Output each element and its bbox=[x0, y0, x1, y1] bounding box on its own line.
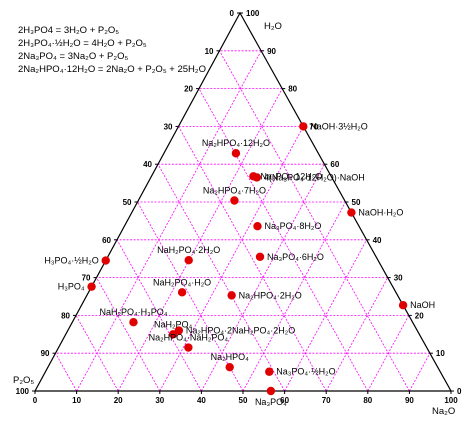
tick-label-left-100: 100 bbox=[16, 387, 30, 396]
point-label-3: H₃PO₄·½H₂O bbox=[44, 256, 98, 266]
data-point-1 bbox=[347, 208, 356, 217]
point-label-14: NaH₂PO₄·H₃PO₄ bbox=[99, 307, 167, 317]
tick-label-bottom-100: 100 bbox=[444, 396, 458, 405]
data-point-3 bbox=[101, 256, 110, 265]
tick-label-left-40: 40 bbox=[143, 160, 152, 169]
tick-label-left-70: 70 bbox=[82, 274, 91, 283]
grid-line-na2o-90 bbox=[409, 353, 431, 392]
point-label-0: NaOH·3½H₂O bbox=[310, 121, 368, 131]
tick-label-right-80: 80 bbox=[288, 85, 297, 94]
grid-line-p2o5-60 bbox=[116, 239, 202, 392]
tick-label-right-0: 0 bbox=[457, 387, 462, 396]
point-label-8: Na₂HPO₄·7H₂O bbox=[203, 185, 266, 195]
compound-labels: NaOH·3½H₂O NaOH·H₂O NaOH H₃PO₄·½H₂O H₃PO₄ Na₂… bbox=[44, 121, 435, 407]
tick-label-right-10: 10 bbox=[436, 349, 445, 358]
grid-line-na2o-80 bbox=[367, 315, 410, 392]
grid-line-p2o5-80 bbox=[75, 315, 119, 392]
point-label-12: NaH₂PO₄·H₂O bbox=[153, 277, 211, 287]
tick-label-left-10: 10 bbox=[205, 47, 214, 56]
data-point-5 bbox=[231, 149, 241, 158]
equation-2: 2H₃PO₄·½H₂O = 4H₂O + P₂O₅ bbox=[18, 38, 147, 49]
tick-label-bottom-70: 70 bbox=[322, 396, 331, 405]
point-label-2: NaOH bbox=[410, 300, 435, 310]
data-point-16 bbox=[168, 330, 178, 339]
data-point-2 bbox=[398, 300, 408, 310]
tick-label-left-30: 30 bbox=[164, 122, 173, 131]
grid-line-na2o-30 bbox=[159, 126, 304, 392]
tick-label-right-40: 40 bbox=[373, 236, 382, 245]
data-point-13 bbox=[227, 291, 236, 300]
data-point-20 bbox=[266, 386, 276, 396]
point-label-11: NaH₂PO₄·2H₂O bbox=[157, 245, 220, 255]
tick-label-bottom-20: 20 bbox=[114, 396, 123, 405]
point-label-5: Na₂HPO₄·12H₂O bbox=[202, 138, 270, 148]
tick-label-right-50: 50 bbox=[352, 198, 361, 207]
tick-label-right-20: 20 bbox=[415, 311, 424, 320]
vertex-label-na2o: Na₂O bbox=[432, 406, 455, 417]
tick-label-bottom-90: 90 bbox=[405, 396, 414, 405]
grid-line-p2o5-70 bbox=[96, 277, 161, 392]
data-point-4 bbox=[87, 282, 96, 291]
tick-label-bottom-40: 40 bbox=[197, 396, 206, 405]
tick-label-left-0: 0 bbox=[230, 9, 235, 18]
data-point-0 bbox=[299, 122, 308, 131]
data-point-8 bbox=[230, 196, 239, 205]
point-label-10: Na₃PO₄·6H₂O bbox=[267, 252, 324, 262]
point-label-1: NaOH·H₂O bbox=[358, 208, 403, 218]
grid-line-p2o5-10 bbox=[219, 50, 410, 392]
grid-line-na2o-60 bbox=[284, 239, 367, 392]
data-point-12 bbox=[177, 288, 187, 297]
point-label-19: Na₃PO₄·½H₂O bbox=[276, 367, 335, 377]
data-point-14 bbox=[129, 318, 138, 327]
grid-line-p2o5-30 bbox=[178, 126, 327, 392]
tick-label-left-50: 50 bbox=[123, 198, 132, 207]
grid-line-p2o5-50 bbox=[137, 201, 244, 392]
data-point-11 bbox=[184, 256, 193, 265]
tick-label-right-100: 100 bbox=[246, 9, 260, 18]
data-point-7 bbox=[252, 173, 262, 182]
tick-label-left-90: 90 bbox=[41, 349, 50, 358]
equation-4: 2Na₂HPO₄·12H₂O = 2Na₂O + P₂O₅ + 25H₂O bbox=[18, 64, 206, 75]
data-point-19 bbox=[265, 367, 274, 376]
tick-label-bottom-10: 10 bbox=[72, 396, 81, 405]
data-point-18 bbox=[225, 362, 234, 372]
grid-line-na2o-70 bbox=[325, 277, 389, 392]
tick-label-bottom-50: 50 bbox=[239, 396, 248, 405]
grid-line-p2o5-90 bbox=[55, 353, 77, 392]
point-label-4: H₃PO₄ bbox=[58, 282, 85, 292]
tick-label-left-80: 80 bbox=[61, 311, 70, 320]
data-point-17 bbox=[184, 343, 193, 352]
grid-lines bbox=[55, 50, 431, 392]
point-label-18: Na₂HPO₄ bbox=[211, 352, 250, 362]
vertex-label-p2o5: P₂O₅ bbox=[13, 375, 34, 386]
tick-label-bottom-0: 0 bbox=[33, 396, 38, 405]
equation-1: 2H₃PO4 = 3H₂O + P₂O₅ bbox=[18, 25, 120, 36]
tick-label-right-60: 60 bbox=[330, 160, 339, 169]
grid-line-na2o-50 bbox=[242, 201, 346, 392]
tick-label-right-90: 90 bbox=[267, 47, 276, 56]
point-label-9: Na₃PO₄·8H₂O bbox=[265, 221, 322, 231]
tick-label-right-70: 70 bbox=[309, 122, 318, 131]
tick-label-bottom-80: 80 bbox=[363, 396, 372, 405]
point-label-7: 4(Na₃PO₄·12H₂O)·NaOH bbox=[264, 172, 365, 182]
data-point-10 bbox=[255, 252, 265, 262]
tick-label-left-60: 60 bbox=[102, 236, 111, 245]
point-label-6: Na₃PO₄·12H₂O bbox=[260, 171, 322, 181]
data-point-9 bbox=[253, 221, 262, 231]
compound-points bbox=[87, 122, 408, 396]
tick-label-right-30: 30 bbox=[394, 274, 403, 283]
tick-label-left-20: 20 bbox=[184, 85, 193, 94]
point-label-17: Na₂HPO₄·NaH₂PO₄ bbox=[149, 333, 229, 343]
point-label-20: Na₃PO₄ bbox=[255, 397, 287, 407]
point-label-16: NaH₂PO₄ bbox=[154, 319, 193, 329]
point-label-13: Na₂HPO₄·2H₂O bbox=[239, 290, 302, 300]
grid-line-na2o-10 bbox=[76, 50, 262, 392]
equation-3: 2Na₃PO₄ = 3Na₂O + P₂O₅ bbox=[18, 51, 129, 62]
vertex-label-h2o: H₂O bbox=[264, 21, 282, 32]
tick-label-bottom-60: 60 bbox=[280, 396, 289, 405]
tick-label-bottom-30: 30 bbox=[155, 396, 164, 405]
point-label-15: Na₂HPO₄·2NaH₂PO₄·2H₂O bbox=[186, 326, 295, 336]
axis-ticks: 0 0 0 10 10 10 20 20 20 30 30 30 40 40 40 50 50 50 60 60 60 7… bbox=[16, 9, 462, 405]
